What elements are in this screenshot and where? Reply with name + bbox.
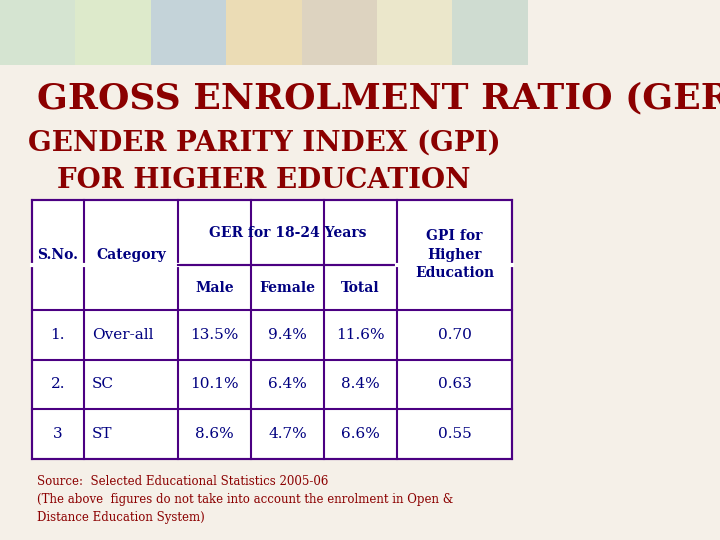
Bar [302, 0, 377, 65]
Text: 13.5%: 13.5% [190, 328, 238, 342]
Text: FOR HIGHER EDUCATION: FOR HIGHER EDUCATION [57, 167, 471, 194]
Bar [377, 0, 452, 65]
Text: GENDER PARITY INDEX (GPI): GENDER PARITY INDEX (GPI) [27, 130, 500, 157]
Text: 3: 3 [53, 427, 63, 441]
Text: Male: Male [195, 280, 234, 294]
Text: 0.70: 0.70 [438, 328, 472, 342]
Text: Over-all: Over-all [91, 328, 153, 342]
Text: ST: ST [91, 427, 112, 441]
Text: GPI for
Higher
Education: GPI for Higher Education [415, 230, 494, 280]
Bar [0, 0, 76, 65]
Text: 4.7%: 4.7% [268, 427, 307, 441]
Bar [452, 0, 528, 65]
Text: 10.1%: 10.1% [190, 377, 239, 392]
Text: GER for 18-24 Years: GER for 18-24 Years [209, 226, 366, 240]
Bar [32, 200, 512, 459]
Text: 0.63: 0.63 [438, 377, 472, 392]
Text: GROSS ENROLMENT RATIO (GER): GROSS ENROLMENT RATIO (GER) [37, 81, 720, 115]
Text: 2.: 2. [50, 377, 65, 392]
Text: Total: Total [341, 280, 380, 294]
Text: 1.: 1. [50, 328, 65, 342]
Bar [76, 0, 150, 65]
Bar [150, 0, 226, 65]
Text: 0.55: 0.55 [438, 427, 472, 441]
Text: 8.4%: 8.4% [341, 377, 380, 392]
Text: Female: Female [259, 280, 315, 294]
Text: 11.6%: 11.6% [336, 328, 385, 342]
Text: Source:  Selected Educational Statistics 2005-06
(The above  figures do not take: Source: Selected Educational Statistics … [37, 475, 453, 524]
Text: S.No.: S.No. [37, 248, 78, 262]
Text: 9.4%: 9.4% [268, 328, 307, 342]
Text: 6.6%: 6.6% [341, 427, 380, 441]
Text: SC: SC [91, 377, 114, 392]
Text: 8.6%: 8.6% [195, 427, 234, 441]
Text: 6.4%: 6.4% [268, 377, 307, 392]
Bar [226, 0, 302, 65]
Text: Category: Category [96, 248, 166, 262]
